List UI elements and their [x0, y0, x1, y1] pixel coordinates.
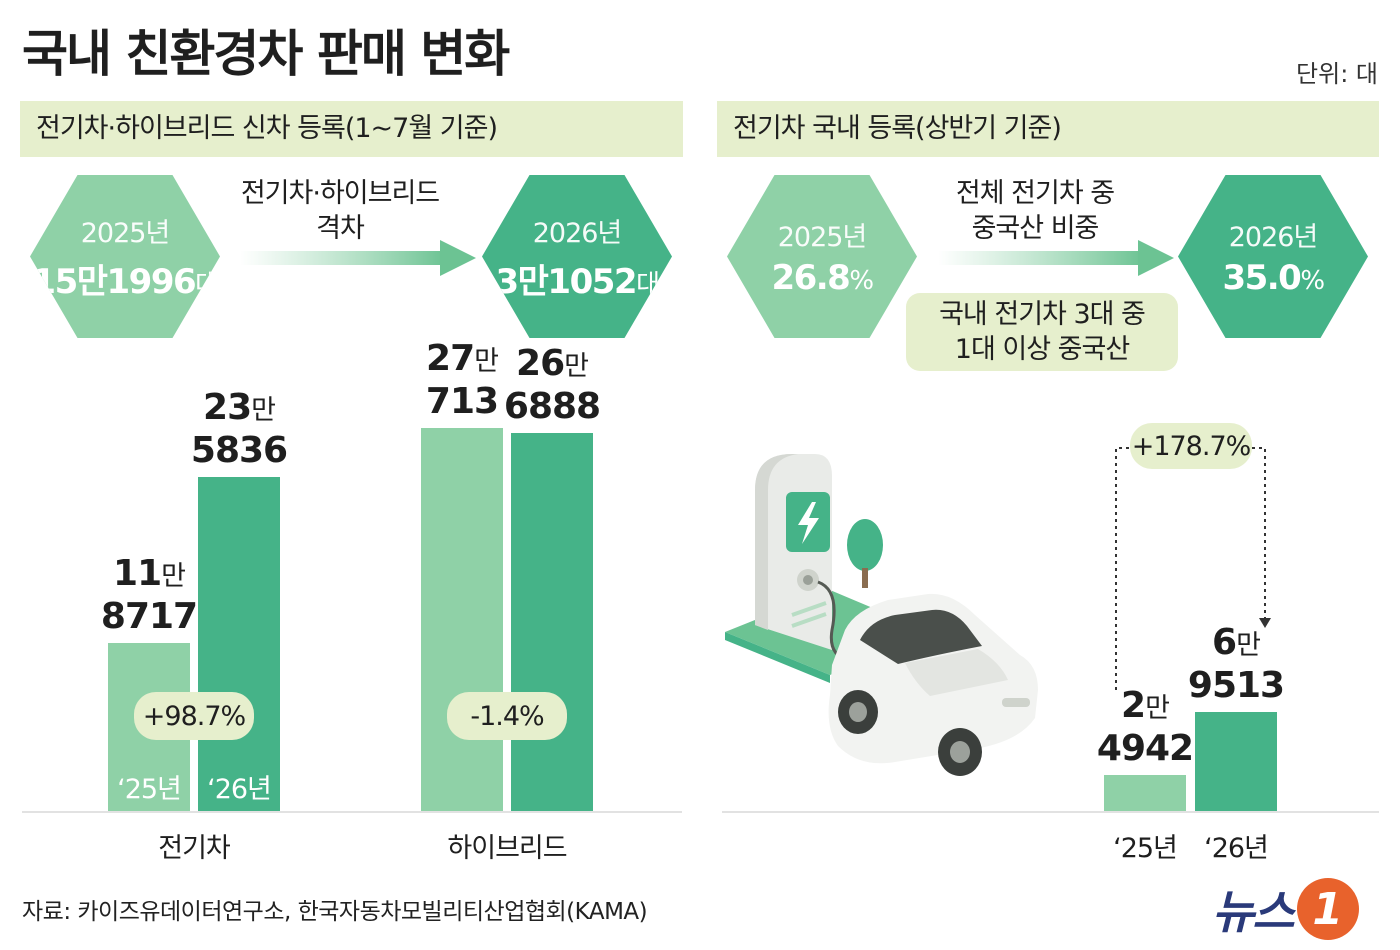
category-label-hybrid: 하이브리드 — [447, 833, 567, 864]
left-hex-2026-value: 3만1052대 — [495, 254, 661, 303]
growth-connector — [1115, 447, 1271, 690]
value-label-ev-2025: 11만 8717 — [88, 555, 210, 635]
tree-icon — [847, 519, 883, 571]
value-label-hybrid-2025-major: 27 — [426, 338, 475, 379]
year-label-ev-registration-2026: ‘26년 — [1204, 833, 1269, 864]
left-section-header: 전기차·하이브리드 신차 등록(1~7월 기준) — [20, 101, 683, 157]
bar-year-label-2025: ‘25년 — [117, 774, 182, 805]
value-label-ev-registration-2025-line2: 4942 — [1096, 728, 1194, 770]
right-hex-2026-number: 35.0 — [1222, 258, 1301, 298]
value-label-ev-registration-2026-major: 6 — [1212, 622, 1237, 663]
value-label-ev-registration-2025-major: 2 — [1121, 685, 1146, 727]
right-section-header: 전기차 국내 등록(상반기 기준) — [717, 101, 1379, 157]
value-label-hybrid-2026-major: 26 — [516, 343, 565, 385]
page-title: 국내 친환경차 판매 변화 — [22, 25, 510, 83]
bar-year-label-2026: ‘26년 — [207, 774, 272, 805]
value-label-ev-2025-major: 11 — [113, 553, 162, 595]
china-share-note: 국내 전기차 3대 중 1대 이상 중국산 — [906, 293, 1178, 371]
value-label-hybrid-2025-line2: 713 — [425, 381, 499, 422]
value-label-ev-2026-line1: 23만 — [178, 389, 300, 432]
car-icon — [828, 593, 1038, 776]
left-gap-arrow — [240, 240, 476, 276]
value-label-ev-registration-2025: 2만 4942 — [1084, 687, 1206, 767]
right-hex-2026-value: 35.0% — [1222, 258, 1325, 298]
right-hex-2025-suffix: % — [849, 266, 874, 296]
value-label-hybrid-2026-line2: 6888 — [503, 386, 601, 428]
right-chart-baseline — [722, 811, 1379, 813]
value-label-ev-2025-line1: 11만 — [88, 555, 210, 598]
value-label-hybrid-2025: 27만 713 — [401, 340, 523, 420]
logo-text: 뉴스 — [1212, 885, 1295, 939]
bar-hybrid-2026 — [511, 433, 593, 811]
right-arrow-label-line1: 전체 전기차 중 — [955, 178, 1115, 209]
bar-hybrid-2025 — [421, 428, 503, 811]
right-hex-2025: 2025년 26.8% — [727, 175, 917, 338]
value-label-hybrid-2025-line1: 27만 — [401, 340, 523, 383]
china-share-note-line2: 1대 이상 중국산 — [954, 334, 1130, 365]
source-note: 자료: 카이즈유데이터연구소, 한국자동차모빌리티산업협회(KAMA) — [22, 899, 648, 925]
left-arrow-label-line2: 격차 — [316, 213, 365, 244]
category-label-ev: 전기차 — [158, 833, 231, 864]
left-hex-2025: 2025년 15만1996대 — [30, 175, 220, 338]
left-hex-2025-value: 15만1996대 — [32, 254, 219, 303]
right-hex-2025-value: 26.8% — [771, 258, 874, 298]
value-label-ev-2025-unit: 만 — [161, 561, 186, 593]
value-label-hybrid-2025-unit: 만 — [474, 346, 499, 377]
right-hex-2026-year: 2026년 — [1228, 222, 1319, 253]
right-hex-2025-year: 2025년 — [777, 222, 868, 253]
unit-label: 단위: 대 — [1296, 60, 1378, 88]
bar-ev-registration-2025 — [1104, 775, 1186, 811]
left-hex-2025-number: 15만1996 — [32, 261, 196, 302]
china-share-note-line1: 국내 전기차 3대 중 — [939, 299, 1146, 330]
value-label-ev-registration-2025-unit: 만 — [1145, 693, 1170, 725]
value-label-ev-registration-2026: 6만 9513 — [1175, 624, 1297, 704]
logo-badge: 1 — [1296, 878, 1359, 940]
right-hex-2026-suffix: % — [1300, 266, 1325, 296]
value-label-ev-2026-line2: 5836 — [190, 430, 288, 472]
left-hex-2026-year: 2026년 — [532, 217, 623, 249]
value-label-hybrid-2026: 26만 6888 — [491, 345, 613, 425]
change-badge-ev: +98.7% — [134, 692, 254, 740]
bar-ev-registration-2026 — [1195, 712, 1277, 811]
right-change-badge: +178.7% — [1130, 423, 1252, 469]
value-label-ev-2026-major: 23 — [203, 387, 252, 429]
right-arrow-label-line2: 중국산 비중 — [971, 213, 1100, 244]
ev-charging-illustration — [725, 454, 1038, 776]
value-label-ev-registration-2026-line1: 6만 — [1175, 624, 1297, 667]
bar-ev-2026 — [198, 477, 280, 811]
left-hex-2026-suffix: 대 — [636, 269, 660, 300]
value-label-ev-2026-unit: 만 — [251, 395, 276, 427]
left-hex-2026-number: 3만1052 — [495, 261, 638, 302]
left-arrow-label: 전기차·하이브리드 격차 — [230, 176, 450, 246]
left-chart-baseline — [22, 811, 682, 813]
year-label-ev-registration-2025: ‘25년 — [1113, 833, 1178, 864]
value-label-hybrid-2026-unit: 만 — [564, 351, 589, 383]
right-share-arrow — [938, 240, 1174, 276]
value-label-ev-2025-line2: 8717 — [100, 596, 198, 638]
right-hex-2026: 2026년 35.0% — [1178, 175, 1368, 338]
left-hex-2025-year: 2025년 — [80, 217, 171, 249]
change-badge-hybrid: -1.4% — [447, 692, 567, 740]
value-label-ev-registration-2026-line2: 9513 — [1187, 665, 1285, 706]
right-hex-2025-number: 26.8 — [771, 258, 850, 298]
value-label-hybrid-2026-line1: 26만 — [491, 345, 613, 388]
left-hex-2026: 2026년 3만1052대 — [482, 175, 672, 338]
left-hex-2025-suffix: 대 — [195, 269, 219, 300]
value-label-ev-registration-2026-unit: 만 — [1236, 630, 1261, 661]
left-arrow-label-line1: 전기차·하이브리드 — [240, 178, 440, 209]
right-arrow-label: 전체 전기차 중 중국산 비중 — [930, 176, 1140, 246]
value-label-ev-2026: 23만 5836 — [178, 389, 300, 469]
value-label-ev-registration-2025-line1: 2만 — [1084, 687, 1206, 730]
news1-logo: 뉴스 1 — [1212, 876, 1359, 942]
